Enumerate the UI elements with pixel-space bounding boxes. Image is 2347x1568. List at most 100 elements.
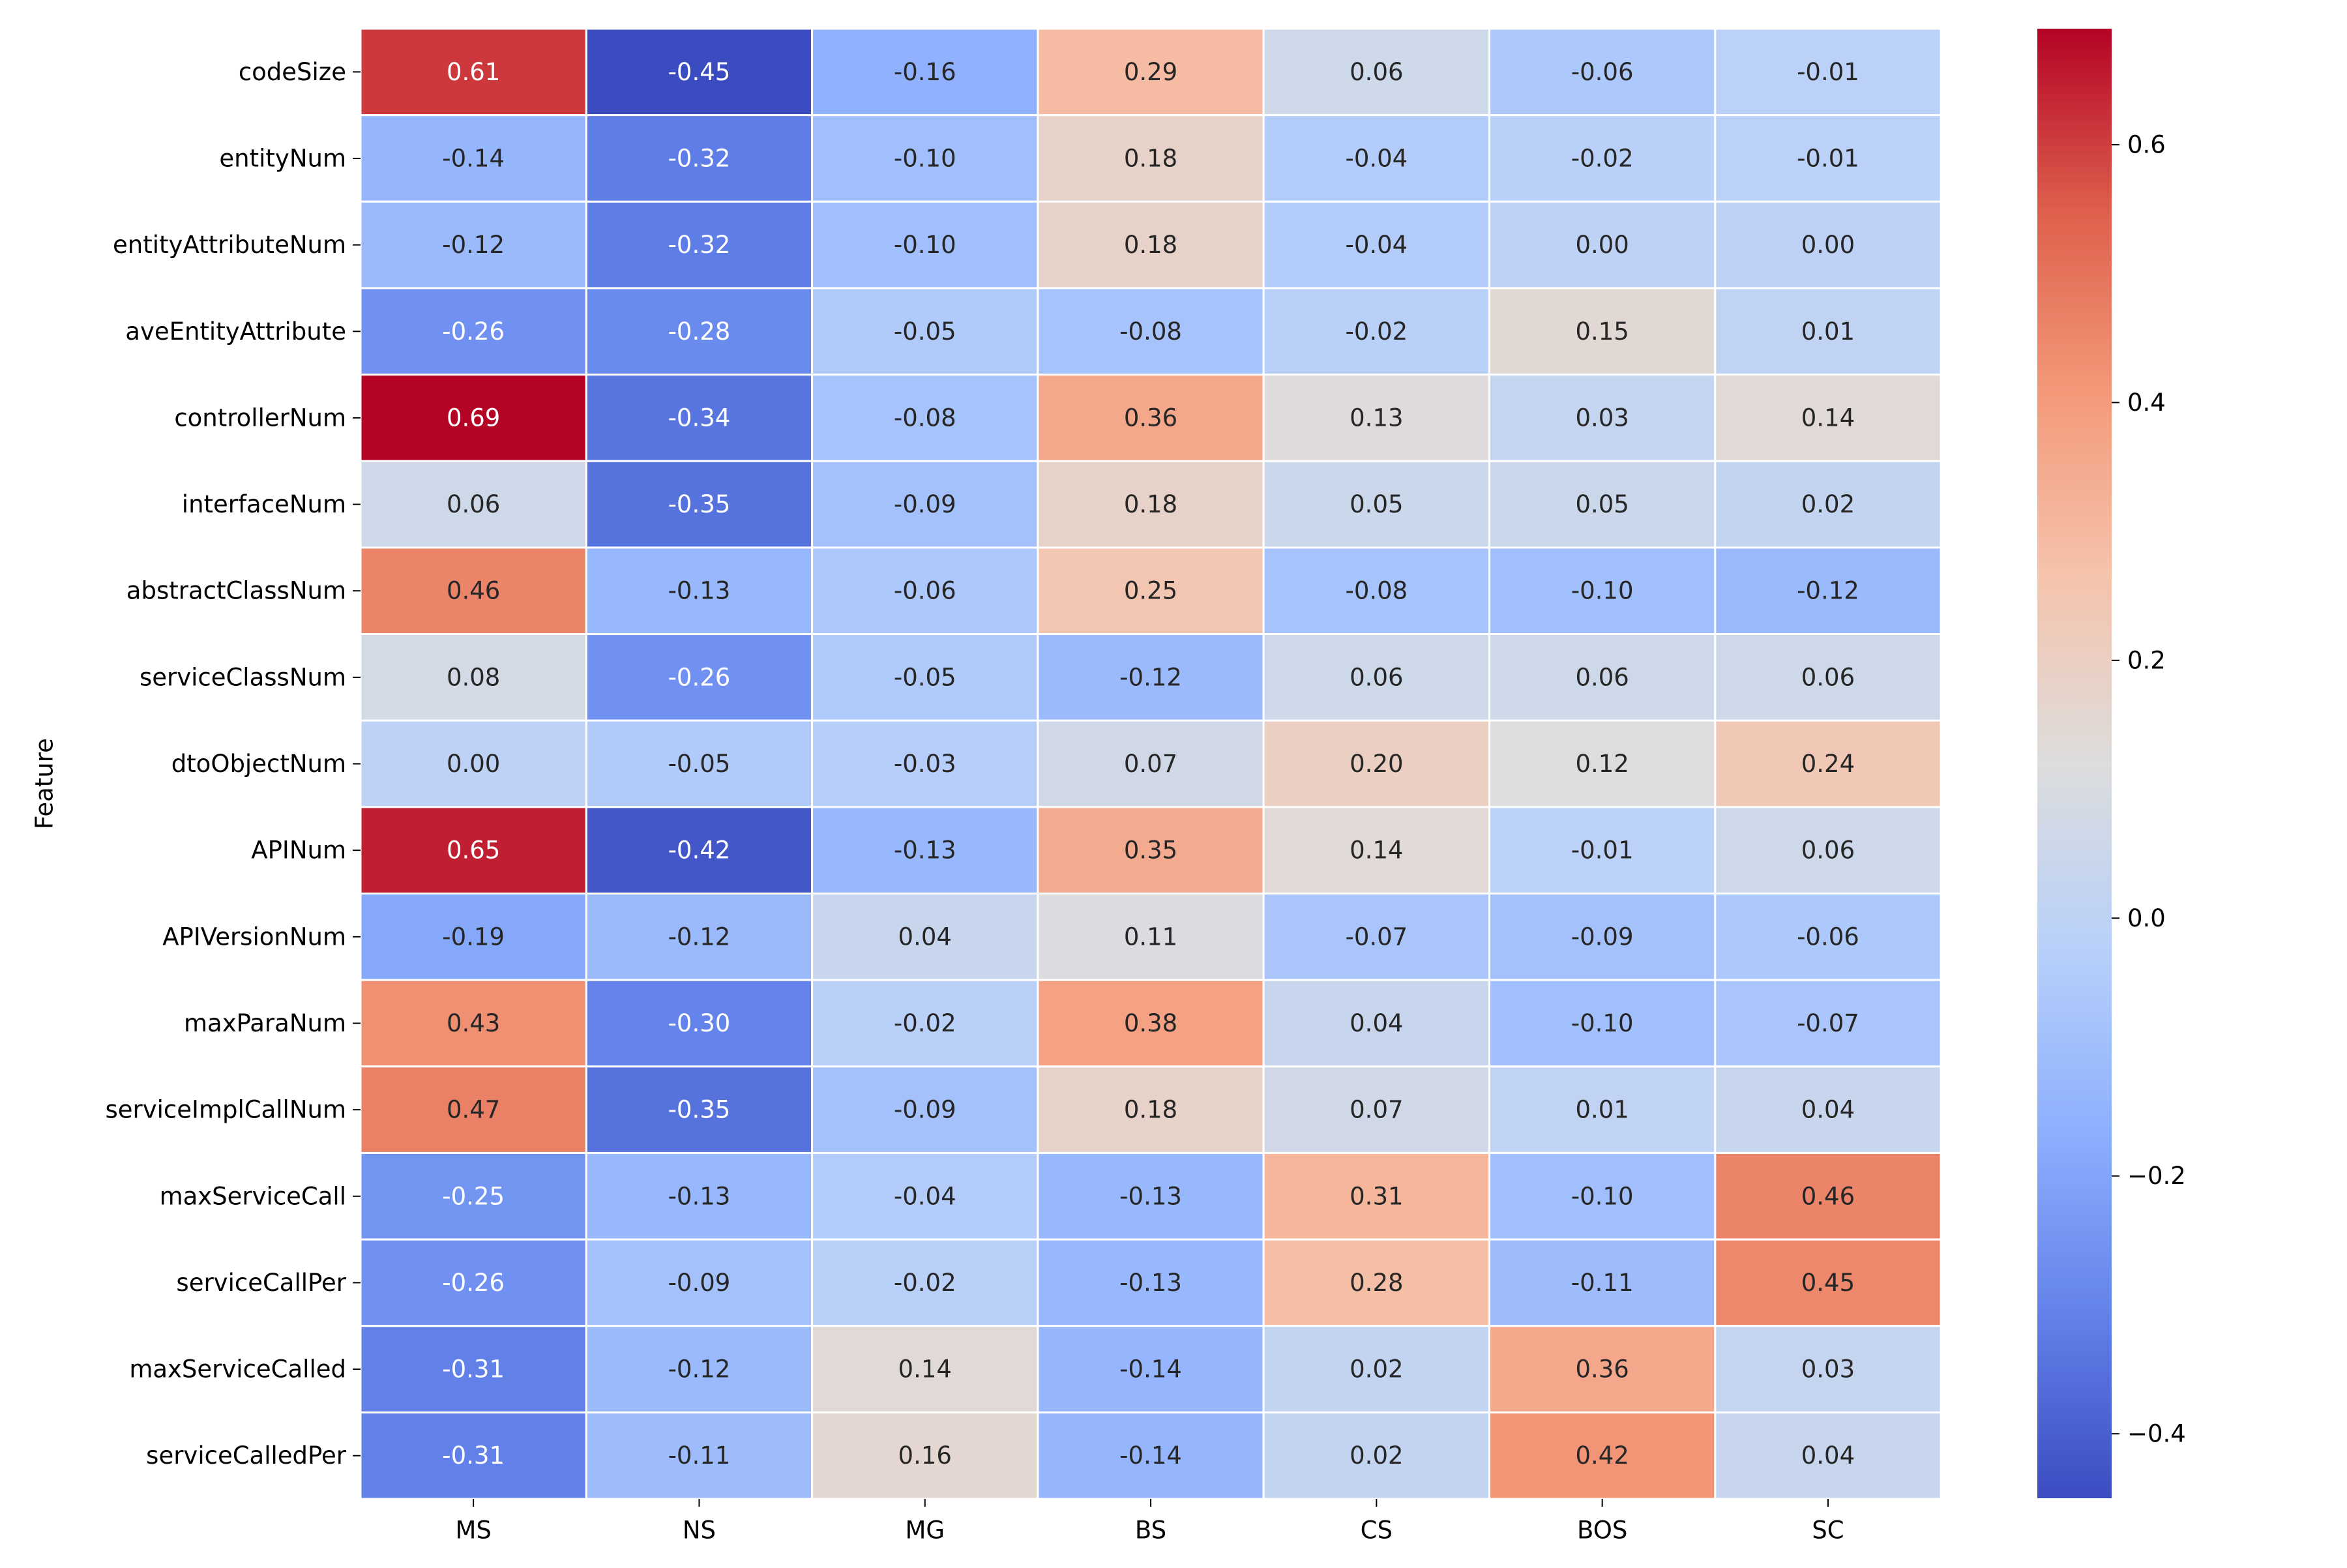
heatmap-cell-label: -0.08 — [1345, 577, 1408, 605]
heatmap-cell — [1262, 1065, 1490, 1154]
heatmap-cell — [359, 1411, 587, 1500]
heatmap-cell-label: -0.08 — [1119, 318, 1182, 346]
heatmap-cell-label: -0.06 — [1797, 923, 1859, 951]
heatmap-cell-label: 0.11 — [1124, 923, 1177, 951]
heatmap-cell — [1488, 546, 1717, 636]
y-tick-label: APINum — [251, 836, 346, 865]
heatmap-cell-label: 0.13 — [1350, 404, 1403, 432]
heatmap-cell — [1262, 806, 1490, 895]
heatmap-cell — [1037, 546, 1265, 636]
heatmap-cell-label: -0.01 — [1797, 144, 1859, 172]
x-tick-label: BS — [1135, 1516, 1166, 1545]
heatmap-cell — [1037, 893, 1265, 981]
heatmap-cell — [1488, 287, 1717, 376]
heatmap-cell-label: 0.04 — [1801, 1442, 1855, 1470]
heatmap-cell — [811, 1065, 1039, 1154]
heatmap-cell-label: -0.45 — [668, 58, 731, 86]
heatmap-cell — [1714, 546, 1942, 636]
y-tick-label: maxServiceCall — [160, 1182, 346, 1210]
y-tick-label: abstractClassNum — [126, 577, 346, 605]
heatmap-cell — [585, 979, 814, 1068]
heatmap-cell — [1714, 979, 1942, 1068]
heatmap-cell — [811, 893, 1039, 981]
heatmap-cell-label: 0.06 — [447, 490, 500, 518]
heatmap-cell-label: -0.13 — [668, 577, 731, 605]
heatmap-cell-label: -0.03 — [894, 750, 956, 778]
heatmap-cell-label: -0.06 — [894, 577, 956, 605]
heatmap-cell-label: -0.06 — [1571, 58, 1634, 86]
heatmap-cell-label: -0.07 — [1345, 923, 1408, 951]
heatmap-cell-label: -0.34 — [668, 404, 731, 432]
heatmap-cell — [1262, 633, 1490, 722]
heatmap-cell-label: 0.04 — [898, 923, 952, 951]
y-axis: codeSize entityNum entityAttributeNum aveEn… — [106, 58, 361, 1470]
heatmap-cell — [811, 114, 1039, 203]
heatmap-cell — [1037, 460, 1265, 549]
heatmap-cell-label: 0.18 — [1124, 144, 1177, 172]
heatmap-cell-label: 0.06 — [1350, 663, 1403, 691]
heatmap-cell — [1714, 1151, 1942, 1241]
heatmap-cell-label: 0.46 — [447, 577, 500, 605]
heatmap-cell-label: 0.65 — [447, 836, 500, 865]
heatmap-cell — [1714, 1325, 1942, 1413]
heatmap-cell — [1037, 1065, 1265, 1154]
heatmap-cell — [585, 1325, 814, 1413]
heatmap-cell-label: -0.04 — [1345, 144, 1408, 172]
heatmap-cell-label: 0.31 — [1350, 1182, 1403, 1210]
colorbar: 0.6 0.4 0.2 0.0 −0.2 −0.4 — [2037, 29, 2186, 1498]
heatmap-cell-label: -0.42 — [668, 836, 731, 865]
heatmap-cell-label: 0.01 — [1801, 318, 1855, 346]
heatmap-cell-label: -0.11 — [668, 1442, 731, 1470]
heatmap-cells — [359, 27, 1942, 1500]
y-tick-label: serviceClassNum — [140, 663, 346, 691]
heatmap-cell — [1714, 633, 1942, 722]
heatmap-cell — [811, 1151, 1039, 1241]
heatmap-cell-label: 0.03 — [1575, 404, 1629, 432]
heatmap-cell-label: 0.47 — [447, 1096, 500, 1124]
heatmap-cell-label: -0.10 — [1571, 1182, 1634, 1210]
heatmap-cell-label: -0.26 — [442, 1269, 505, 1297]
x-tick-label: MG — [905, 1516, 945, 1545]
heatmap-cell — [811, 719, 1039, 808]
heatmap-cell-label: -0.08 — [894, 404, 956, 432]
heatmap-cell — [811, 460, 1039, 549]
heatmap-cell-label: -0.10 — [1571, 577, 1634, 605]
heatmap-cell — [1262, 979, 1490, 1068]
heatmap-cell-label: -0.04 — [1345, 231, 1408, 259]
colorbar-tick-label: −0.2 — [2127, 1162, 2186, 1190]
heatmap-cell — [811, 27, 1039, 117]
heatmap-cell-label: 0.05 — [1350, 490, 1403, 518]
heatmap-cell-label: -0.07 — [1797, 1009, 1859, 1037]
heatmap-cell — [1714, 1238, 1942, 1327]
heatmap-cell — [1714, 460, 1942, 549]
heatmap-cell — [1714, 893, 1942, 981]
x-tick-label: BOS — [1577, 1516, 1627, 1545]
heatmap-cell — [1037, 287, 1265, 376]
heatmap-cell-label: -0.09 — [894, 490, 956, 518]
heatmap-cell — [1714, 200, 1942, 289]
heatmap-cell-label: -0.35 — [668, 490, 731, 518]
heatmap-cell-label: -0.12 — [668, 1355, 731, 1383]
heatmap-cell-label: -0.12 — [442, 231, 505, 259]
heatmap-cell — [811, 200, 1039, 289]
heatmap-cell — [1037, 1151, 1265, 1241]
heatmap-cell-label: 0.05 — [1575, 490, 1629, 518]
heatmap-cell — [1714, 287, 1942, 376]
heatmap-cell-label: -0.19 — [442, 923, 505, 951]
heatmap-cell-label: 0.16 — [898, 1442, 952, 1470]
heatmap-cell — [811, 1411, 1039, 1500]
heatmap-cell-label: 0.08 — [447, 663, 500, 691]
heatmap-cell — [811, 374, 1039, 462]
colorbar-tick-label: 0.0 — [2127, 904, 2166, 932]
heatmap-cell-label: -0.02 — [894, 1009, 956, 1037]
heatmap-cell-label: 0.43 — [447, 1009, 500, 1037]
heatmap-cell — [1488, 633, 1717, 722]
heatmap-cell-label: 0.14 — [1350, 836, 1403, 865]
heatmap-cell-label: 0.42 — [1575, 1442, 1629, 1470]
heatmap-cell — [1262, 1325, 1490, 1413]
heatmap-cell-label: -0.09 — [894, 1096, 956, 1124]
heatmap-cell-label: 0.61 — [447, 58, 500, 86]
y-tick-label: aveEntityAttribute — [125, 318, 346, 346]
heatmap-cell — [811, 546, 1039, 636]
